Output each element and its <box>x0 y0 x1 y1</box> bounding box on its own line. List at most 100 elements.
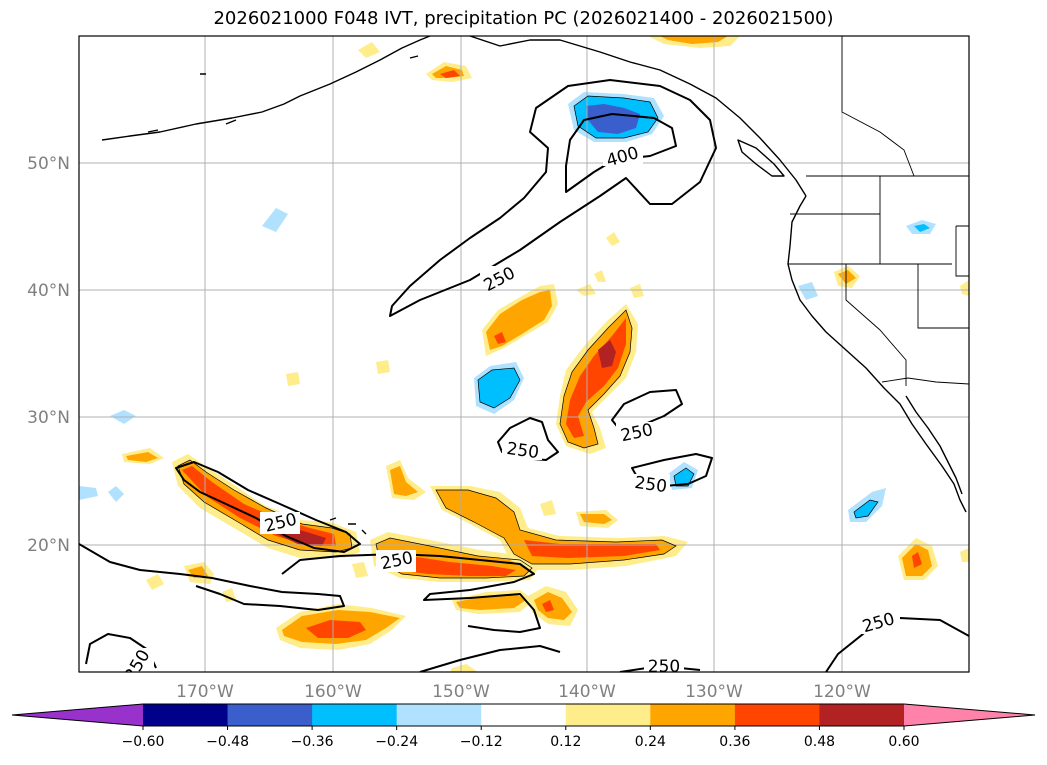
precip-outline <box>853 499 879 519</box>
lon-label: 160°W <box>304 682 362 702</box>
lat-label: 40°N <box>27 281 70 301</box>
ivt-contour-label: 250 <box>633 473 668 497</box>
colorbar-segment <box>227 704 313 726</box>
lon-label: 140°W <box>558 682 616 702</box>
precip-patch <box>798 282 818 300</box>
lat-label: 50°N <box>27 154 70 174</box>
west-coast-coastline <box>787 195 967 513</box>
longitude-labels: 170°W 160°W 150°W 140°W 130°W 120°W <box>176 682 871 702</box>
colorbar-tick-label: −0.60 <box>122 734 165 750</box>
colorbar: −0.60 −0.48 −0.36 −0.24 −0.12 0.12 0.24 0.36 0.4… <box>11 703 1036 750</box>
precip-patch <box>960 280 969 296</box>
precip-patch <box>440 70 460 78</box>
ivt-contour-label: 250 <box>648 657 680 677</box>
lat-label: 30°N <box>27 408 70 428</box>
precip-outline <box>435 489 677 565</box>
precip-patch <box>542 600 554 612</box>
precip-patch <box>606 232 620 246</box>
state-line-east <box>955 225 969 277</box>
colorbar-segment <box>819 704 905 726</box>
precip-patch <box>126 452 158 462</box>
colorbar-tick-label: −0.24 <box>375 734 418 750</box>
precip-negative-patches <box>79 92 936 522</box>
colorbar-tick-label: −0.36 <box>291 734 334 750</box>
ivt-contour-250-bottom <box>419 645 561 672</box>
lon-label: 170°W <box>176 682 234 702</box>
precip-patch <box>384 556 516 576</box>
state-line-nevada <box>917 264 969 329</box>
colorbar-segment <box>396 704 482 726</box>
baja-coastline <box>905 395 963 495</box>
precip-patch <box>306 620 366 638</box>
precip-patch <box>630 284 644 298</box>
precip-outline <box>477 367 521 409</box>
hawaii-islands <box>329 517 367 535</box>
precip-outline <box>573 95 659 139</box>
precip-patch <box>262 208 288 232</box>
precip-patch <box>586 104 640 134</box>
colorbar-tick-label: 0.60 <box>888 734 919 750</box>
precip-outline <box>559 309 633 449</box>
precip-patch <box>598 340 616 368</box>
precip-patch <box>352 562 368 578</box>
colorbar-segment <box>143 704 229 726</box>
precip-patch-cluster-south <box>276 586 578 672</box>
precip-patch <box>286 372 300 386</box>
colorbar-tick-label: 0.12 <box>550 734 581 750</box>
vancouver-island <box>737 139 785 177</box>
colorbar-tick-label: 0.48 <box>804 734 835 750</box>
precip-patch <box>358 42 380 58</box>
alaska-coastline <box>101 36 431 141</box>
ivt-contour-250-north <box>389 79 717 317</box>
precip-patch <box>580 514 612 524</box>
lat-label: 20°N <box>27 536 70 556</box>
ivt-contour-label-group: 400 250 250 250 250 250 250 250 250 250 <box>121 143 900 677</box>
colorbar-segment <box>312 704 398 726</box>
colorbar-segment <box>734 704 820 726</box>
precip-patch <box>912 552 922 568</box>
precip-patch <box>79 486 98 500</box>
precip-patch <box>660 36 728 44</box>
colorbar-tick-label: −0.48 <box>206 734 249 750</box>
map-title: 2026021000 F048 IVT, precipitation PC (2… <box>213 8 834 29</box>
precip-patch <box>456 594 526 610</box>
latitude-labels: 50°N 40°N 30°N 20°N <box>27 154 70 556</box>
colorbar-tick-label: −0.12 <box>460 734 503 750</box>
colorbar-segment <box>565 704 651 726</box>
lon-label: 130°W <box>685 682 743 702</box>
precip-patch <box>390 466 418 496</box>
map-frame <box>78 35 970 673</box>
coastlines <box>101 36 967 535</box>
precip-patch <box>960 548 969 562</box>
precip-patch <box>376 360 390 374</box>
ivt-contour-label: 250 <box>505 439 540 463</box>
colorbar-extend-min <box>12 704 143 726</box>
colorbar-tick-label: 0.36 <box>719 734 750 750</box>
precip-patch <box>594 270 606 282</box>
precip-patch <box>494 332 506 344</box>
precip-patch <box>854 500 878 518</box>
colorbar-segment <box>481 704 567 726</box>
precip-patch <box>534 592 572 620</box>
map-content: 400 250 250 250 250 250 250 250 250 250 <box>79 36 969 677</box>
ivt-contour-250-sw <box>79 543 345 611</box>
colorbar-extend-max <box>904 704 1035 726</box>
state-line-ca-nv <box>845 264 907 386</box>
lon-label: 150°W <box>432 682 490 702</box>
precip-patch <box>450 664 478 672</box>
precip-patch <box>914 224 930 232</box>
ivt-contour-250-west <box>175 461 361 553</box>
us-mexico-border <box>881 377 969 385</box>
precip-outline <box>177 459 353 553</box>
precip-patch <box>674 468 694 486</box>
precip-patch <box>540 500 556 516</box>
precip-patch <box>108 486 124 502</box>
alaska-canada-border <box>841 36 915 177</box>
lon-label: 120°W <box>813 682 871 702</box>
political-borders <box>788 36 969 386</box>
colorbar-tick-label: 0.24 <box>635 734 666 750</box>
map-gridlines <box>79 36 969 672</box>
precip-patch-cluster-north <box>286 36 740 386</box>
island-chain <box>147 55 419 133</box>
